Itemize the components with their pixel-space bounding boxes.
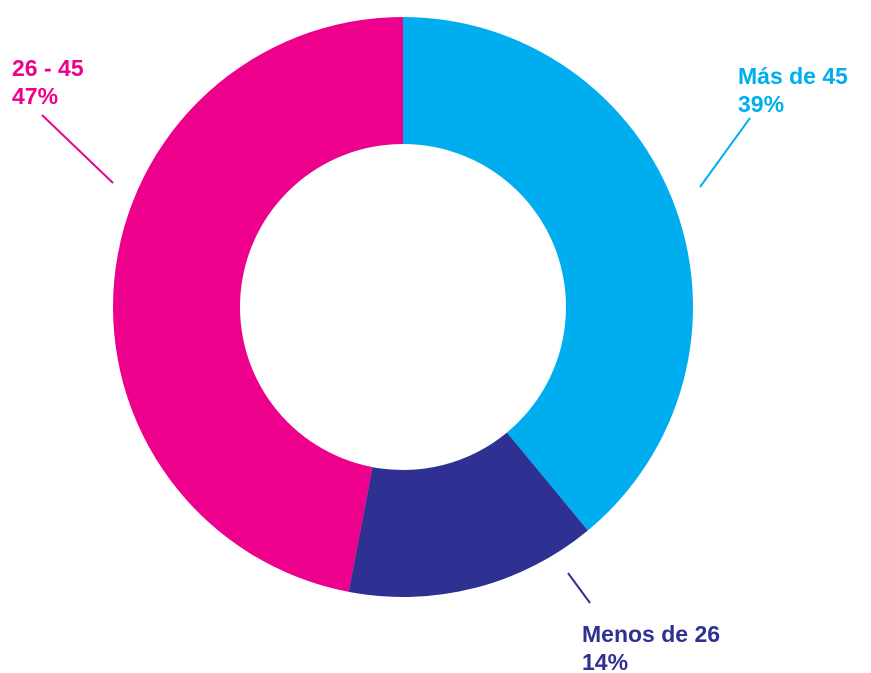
slice-value: 47%	[12, 83, 58, 109]
slice-value: 39%	[738, 91, 784, 117]
leader-line	[699, 117, 751, 188]
slice-label: Más de 45	[738, 63, 848, 89]
donut-slice	[403, 17, 693, 531]
slice-label: Menos de 26	[582, 621, 720, 647]
donut-slice	[113, 17, 404, 592]
donut-slice	[348, 432, 588, 597]
leader-line	[567, 572, 591, 604]
leader-line	[41, 114, 114, 184]
slice-value: 14%	[582, 649, 628, 673]
slice-label: 26 - 45	[12, 55, 84, 81]
